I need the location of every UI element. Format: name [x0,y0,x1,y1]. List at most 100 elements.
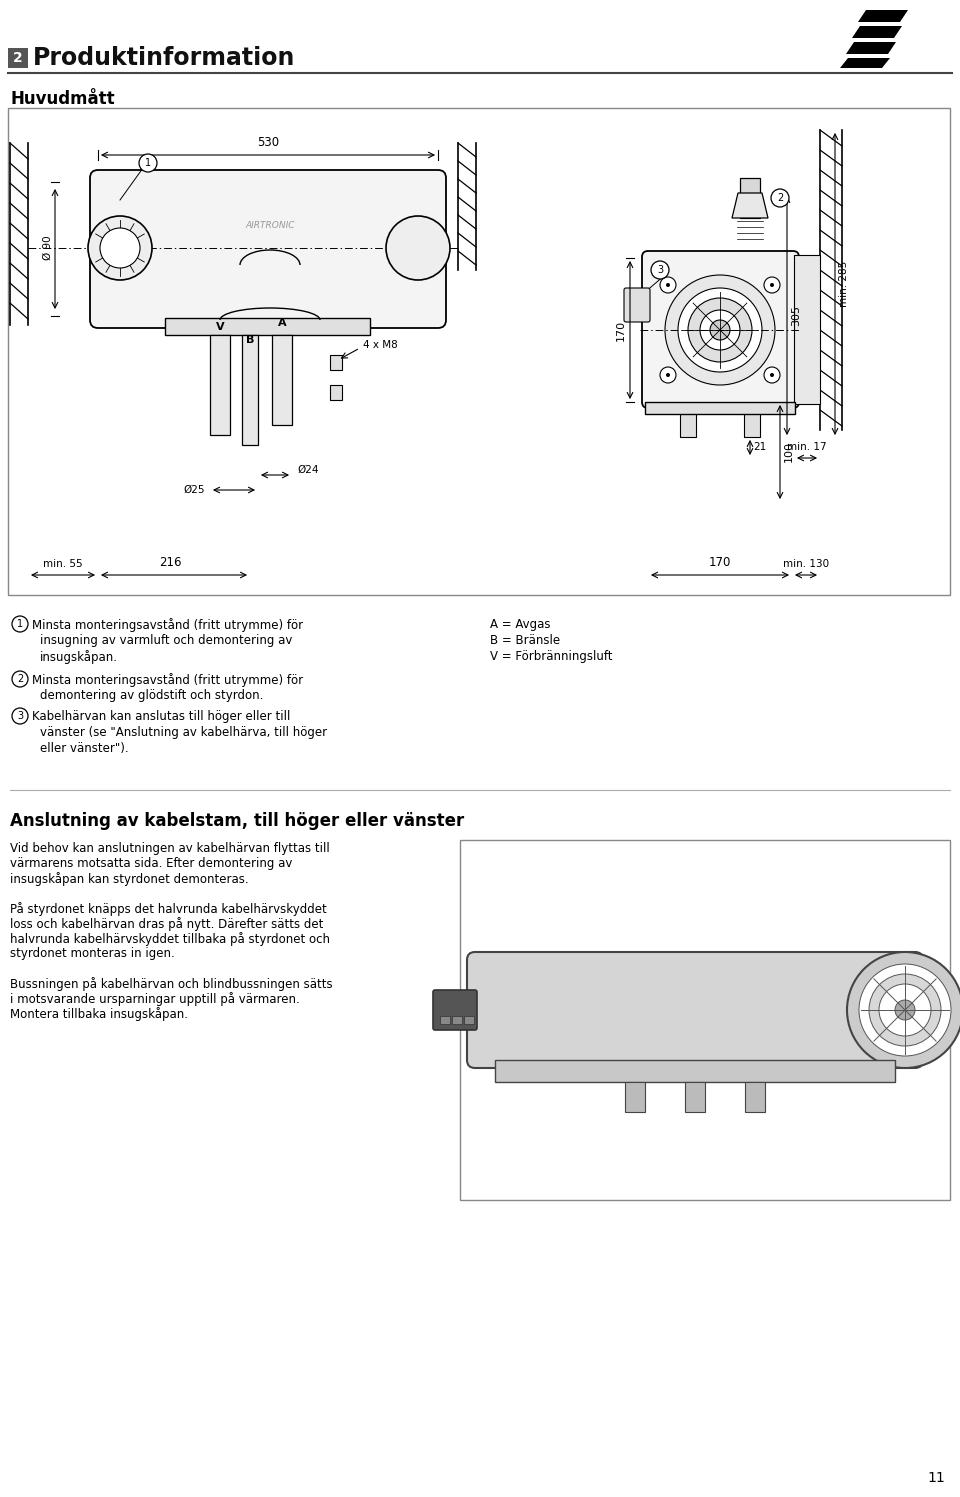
Bar [745,1082,765,1112]
Bar [210,335,230,436]
Text: insugning av varmluft och demontering av: insugning av varmluft och demontering av [40,635,293,647]
Circle shape [100,228,140,268]
Text: 2: 2 [13,51,23,64]
Bar [330,385,342,400]
Bar [330,355,342,370]
Bar [452,1016,462,1024]
Bar [680,412,696,437]
Text: Minsta monteringsavstånd (fritt utrymme) för: Minsta monteringsavstånd (fritt utrymme)… [32,618,303,632]
Text: eller vänster").: eller vänster"). [40,743,129,754]
Text: B: B [246,335,254,344]
Text: 3: 3 [17,711,23,722]
Text: min. 55: min. 55 [43,558,83,569]
Text: Minsta monteringsavstånd (fritt utrymme) för: Minsta monteringsavstånd (fritt utrymme)… [32,674,303,687]
Text: A = Avgas: A = Avgas [490,618,550,632]
Circle shape [660,277,676,293]
FancyBboxPatch shape [90,171,446,328]
Text: 170: 170 [708,555,732,569]
Text: 2: 2 [17,674,23,684]
Text: min. 17: min. 17 [787,442,827,452]
Text: loss och kabelhärvan dras på nytt. Därefter sätts det: loss och kabelhärvan dras på nytt. Däref… [10,918,324,931]
Text: B = Bränsle: B = Bränsle [490,635,560,647]
Bar [464,1016,474,1024]
Bar [740,178,760,219]
Bar [625,1082,645,1112]
Text: 4 x M8: 4 x M8 [363,340,397,350]
Polygon shape [858,10,908,22]
Circle shape [879,984,931,1036]
Circle shape [700,310,740,350]
Text: 3: 3 [657,265,663,275]
Circle shape [869,975,941,1046]
Circle shape [12,708,28,725]
Bar [495,1060,895,1082]
Text: Kabelhärvan kan anslutas till höger eller till: Kabelhärvan kan anslutas till höger elle… [32,710,290,723]
Polygon shape [846,42,896,54]
Text: 1: 1 [145,159,151,168]
FancyBboxPatch shape [642,251,799,409]
Text: 11: 11 [927,1472,945,1485]
Text: Vid behov kan anslutningen av kabelhärvan flyttas till: Vid behov kan anslutningen av kabelhärva… [10,841,329,855]
Text: Huvudmått: Huvudmått [10,90,114,108]
Text: min. 285: min. 285 [839,260,849,307]
Text: 21: 21 [753,442,766,452]
Text: insugskåpan kan styrdonet demonteras.: insugskåpan kan styrdonet demonteras. [10,871,249,886]
Text: Bussningen på kabelhärvan och blindbussningen sätts: Bussningen på kabelhärvan och blindbussn… [10,978,332,991]
Circle shape [895,1000,915,1019]
Text: Produktinformation: Produktinformation [33,46,296,70]
Polygon shape [732,193,768,219]
Circle shape [660,367,676,383]
Bar [794,254,820,404]
Text: V = Förbränningsluft: V = Förbränningsluft [490,650,612,663]
Bar [460,840,950,1201]
Text: i motsvarande ursparningar upptill på värmaren.: i motsvarande ursparningar upptill på vä… [10,993,300,1006]
Circle shape [666,283,670,287]
Circle shape [764,367,780,383]
Text: 305: 305 [791,304,801,325]
Circle shape [666,373,670,377]
Circle shape [770,283,774,287]
Bar [165,317,370,335]
Bar [8,48,28,67]
Bar [440,1016,450,1024]
Text: 2: 2 [777,193,783,204]
Text: 1: 1 [17,618,23,629]
Text: V: V [216,322,225,332]
Bar [272,335,292,425]
Polygon shape [852,25,902,37]
Circle shape [688,298,752,362]
Text: Ø24: Ø24 [297,466,319,475]
Bar [645,403,795,415]
Circle shape [139,154,157,172]
Text: Ø25: Ø25 [183,485,205,496]
FancyBboxPatch shape [433,990,477,1030]
Text: värmarens motsatta sida. Efter demontering av: värmarens motsatta sida. Efter demonteri… [10,856,293,870]
Text: demontering av glödstift och styrdon.: demontering av glödstift och styrdon. [40,689,263,702]
Text: styrdonet monteras in igen.: styrdonet monteras in igen. [10,948,175,960]
Circle shape [88,216,152,280]
Bar [242,335,258,445]
Circle shape [665,275,775,385]
Circle shape [770,373,774,377]
Text: Ø 90: Ø 90 [43,235,53,260]
Circle shape [764,277,780,293]
Text: A: A [277,317,286,328]
Text: AIRTRONIC: AIRTRONIC [245,220,295,229]
Circle shape [771,189,789,207]
Text: vänster (se "Anslutning av kabelhärva, till höger: vänster (se "Anslutning av kabelhärva, t… [40,726,327,740]
Circle shape [678,287,762,371]
Bar [685,1082,705,1112]
Bar [8,108,950,594]
Circle shape [12,671,28,687]
Text: Anslutning av kabelstam, till höger eller vänster: Anslutning av kabelstam, till höger elle… [10,811,465,829]
Text: min. 130: min. 130 [783,558,829,569]
Circle shape [386,216,450,280]
Bar [744,412,760,437]
Text: Montera tillbaka insugskåpan.: Montera tillbaka insugskåpan. [10,1007,188,1021]
Text: 100: 100 [784,442,794,463]
Text: halvrunda kabelhärvskyddet tillbaka på styrdonet och: halvrunda kabelhärvskyddet tillbaka på s… [10,933,330,946]
Circle shape [710,320,730,340]
Text: På styrdonet knäpps det halvrunda kabelhärvskyddet: På styrdonet knäpps det halvrunda kabelh… [10,903,326,916]
Circle shape [859,964,951,1055]
Text: 216: 216 [158,555,181,569]
